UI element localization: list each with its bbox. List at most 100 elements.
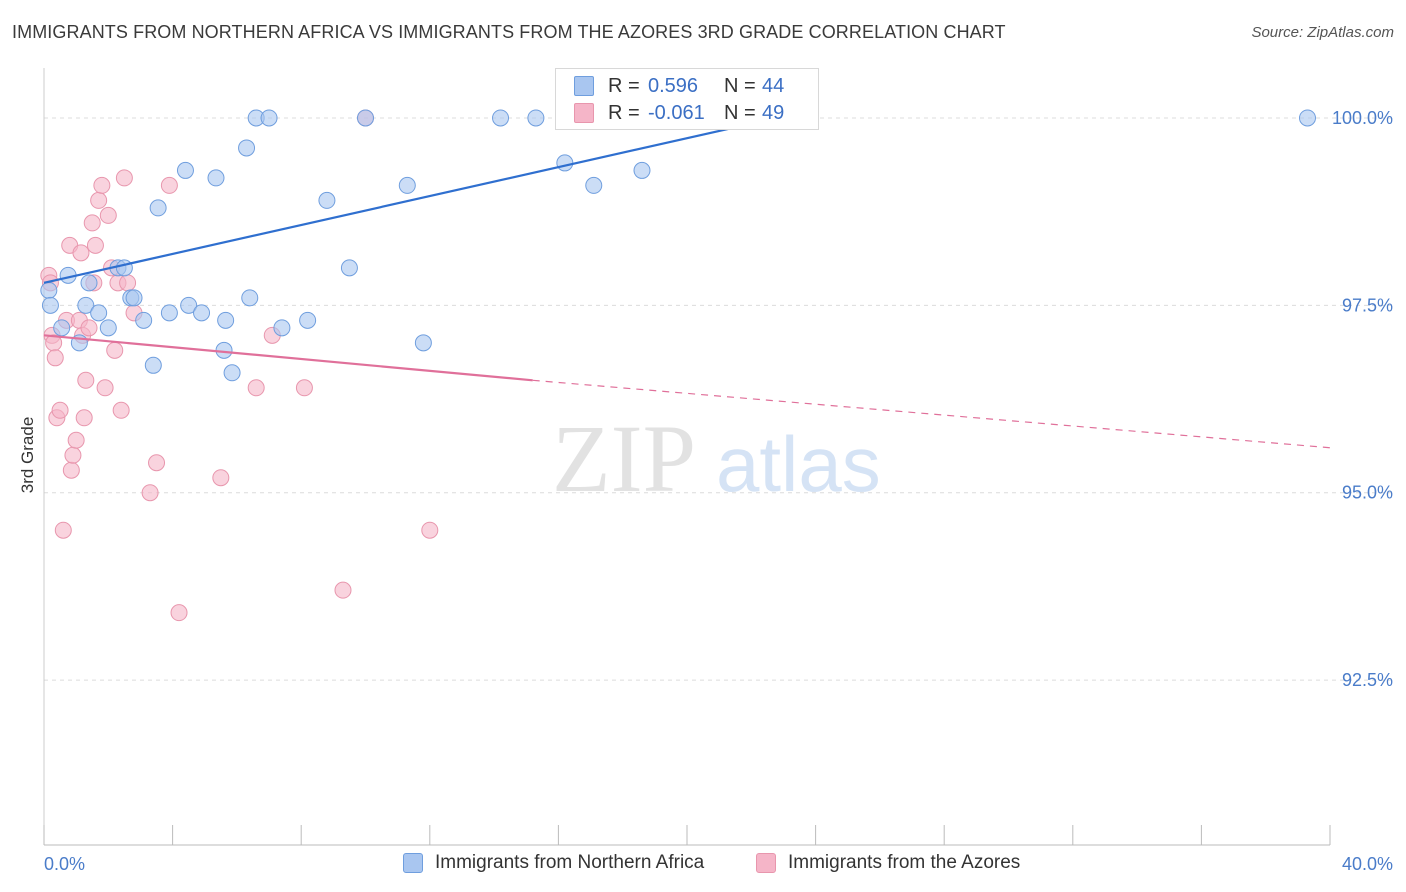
y-axis-label: 3rd Grade	[18, 417, 37, 494]
northern-africa-point	[193, 304, 211, 322]
northern-africa-point	[40, 281, 58, 299]
azores-point	[75, 409, 93, 427]
northern-africa-point	[299, 311, 317, 329]
legend-label-azores: Immigrants from the Azores	[788, 852, 1021, 873]
northern-africa-point	[238, 139, 256, 157]
azores-point	[141, 484, 159, 502]
source-credit: Source: ZipAtlas.com	[1251, 24, 1394, 41]
legend-label-northern-africa: Immigrants from Northern Africa	[435, 852, 705, 873]
northern-africa-point	[176, 161, 194, 179]
trendline-1	[43, 334, 533, 382]
azores-point	[80, 319, 98, 337]
azores-point	[54, 521, 72, 539]
azores-point	[106, 341, 124, 359]
northern-africa-point	[125, 289, 143, 307]
northern-africa-point	[223, 364, 241, 382]
legend-swatch-azores	[756, 853, 776, 873]
northern-africa-point	[41, 296, 59, 314]
series-northern-africa-points	[40, 109, 1316, 382]
northern-africa-point	[398, 176, 416, 194]
northern-africa-point	[180, 296, 198, 314]
northern-africa-point	[241, 289, 259, 307]
northern-africa-point	[357, 109, 374, 127]
azores-point	[112, 401, 130, 419]
northern-africa-point	[99, 319, 117, 337]
azores-point	[334, 581, 352, 599]
watermark: ZIP atlas	[552, 405, 881, 512]
legend-n-value: 44	[762, 74, 785, 97]
northern-africa-point	[340, 259, 358, 277]
trendline-0	[43, 116, 778, 284]
azores-point	[295, 379, 313, 397]
legend-row-northern-africa: R = 0.596 N = 44	[556, 73, 784, 99]
x-tick-label-min: 0.0%	[44, 854, 85, 874]
y-tick-label: 92.5%	[1342, 670, 1393, 690]
northern-africa-point	[144, 356, 162, 374]
azores-point	[160, 176, 178, 194]
northern-africa-point	[77, 296, 95, 314]
azores-point	[99, 206, 117, 224]
legend-r-label: R =	[608, 74, 640, 97]
legend-r-label: R =	[608, 101, 640, 124]
gridlines	[44, 117, 1392, 681]
legend-swatch-azores	[574, 103, 594, 123]
northern-africa-point	[217, 311, 235, 329]
azores-point	[77, 371, 95, 389]
axes	[43, 68, 1331, 846]
northern-africa-point	[80, 274, 98, 292]
azores-point	[72, 244, 90, 262]
northern-africa-point	[53, 319, 71, 337]
x-tick-labels: 0.0% 40.0%	[44, 854, 1393, 874]
watermark-atlas: atlas	[716, 420, 881, 508]
legend-r-value: -0.061	[648, 101, 705, 124]
northern-africa-point	[260, 109, 278, 127]
northern-africa-point	[160, 304, 178, 322]
azores-point	[62, 461, 80, 479]
azores-point	[115, 169, 133, 187]
azores-point	[93, 176, 111, 194]
legend-swatch-northern-africa	[574, 76, 594, 96]
northern-africa-point	[207, 169, 225, 187]
legend-row-azores: R = -0.061 N = 49	[556, 100, 784, 126]
northern-africa-point	[492, 109, 510, 127]
azores-point	[83, 214, 101, 232]
watermark-zip: ZIP	[552, 405, 696, 512]
legend-n-value: 49	[762, 101, 785, 124]
northern-africa-point	[149, 199, 167, 217]
x-tick-label-max: 40.0%	[1342, 854, 1393, 874]
trendline-2	[532, 379, 1331, 449]
azores-point	[247, 379, 265, 397]
legend-swatch-northern-africa	[403, 853, 423, 873]
y-tick-label: 97.5%	[1342, 295, 1393, 315]
y-tick-label: 100.0%	[1332, 108, 1393, 128]
azores-point	[64, 446, 82, 464]
northern-africa-point	[273, 319, 291, 337]
northern-africa-point	[135, 311, 153, 329]
legend-item-azores: Immigrants from the Azores	[756, 852, 1020, 874]
legend-n-label: N =	[724, 74, 756, 97]
azores-point	[86, 236, 104, 254]
azores-point	[51, 401, 69, 419]
northern-africa-point	[318, 191, 336, 209]
northern-africa-point	[556, 154, 574, 172]
trendlines	[43, 116, 1331, 449]
legend-n-label: N =	[724, 101, 756, 124]
legend-r-value: 0.596	[648, 74, 699, 97]
azores-point	[148, 454, 166, 472]
northern-africa-point	[90, 304, 108, 322]
azores-point	[212, 469, 230, 487]
azores-point	[119, 274, 137, 292]
azores-point	[421, 521, 439, 539]
y-tick-labels: 100.0% 97.5% 95.0% 92.5%	[1332, 108, 1393, 690]
northern-africa-point	[115, 259, 133, 277]
y-tick-label: 95.0%	[1342, 483, 1393, 503]
northern-africa-point	[527, 109, 545, 127]
legend-item-northern-africa: Immigrants from Northern Africa	[403, 852, 704, 874]
northern-africa-point	[585, 176, 603, 194]
azores-point	[67, 431, 85, 449]
northern-africa-point	[1298, 109, 1316, 127]
chart-title: IMMIGRANTS FROM NORTHERN AFRICA VS IMMIG…	[12, 22, 1006, 42]
azores-point	[90, 191, 108, 209]
azores-point	[96, 379, 114, 397]
